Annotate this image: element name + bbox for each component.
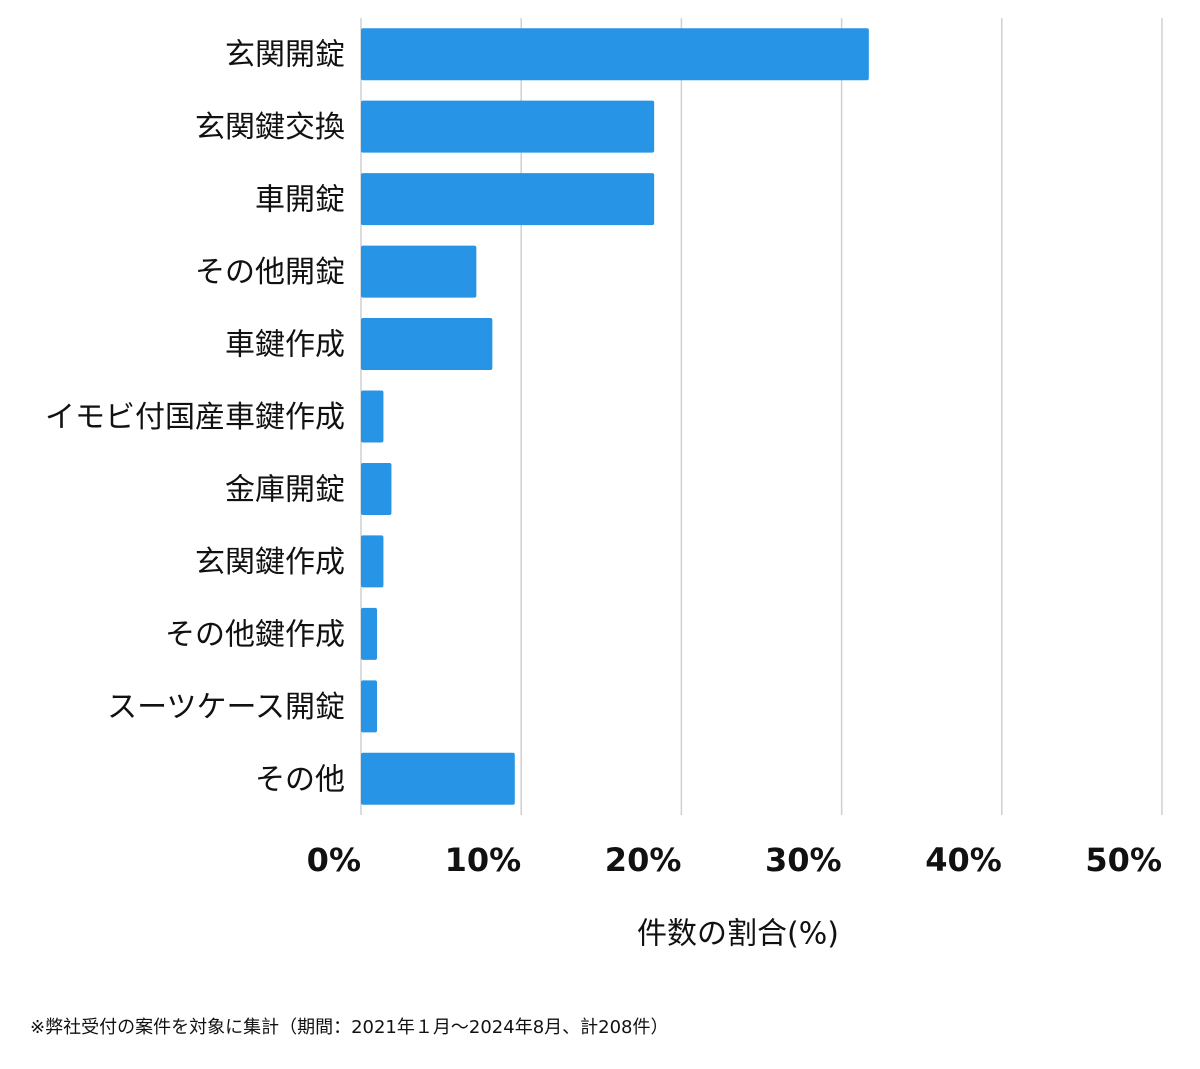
y-tick-label: イモビ付国産車鍵作成 (45, 400, 345, 435)
bar (361, 680, 378, 733)
y-tick-label: 車開錠 (255, 183, 345, 218)
y-tick-label: 玄関開錠 (225, 38, 345, 73)
bar (361, 318, 493, 371)
y-tick-label: 車鍵作成 (225, 328, 345, 363)
y-tick-label: 金庫開錠 (225, 472, 345, 507)
x-tick-label: 50% (1085, 841, 1162, 879)
y-tick-label: その他開錠 (195, 255, 345, 290)
bar (361, 607, 378, 660)
x-tick-label: 30% (765, 841, 842, 879)
x-tick-label: 0% (307, 841, 361, 879)
y-tick-label: スーツケース開錠 (107, 690, 345, 725)
x-axis-title: 件数の割合(%) (637, 917, 839, 952)
x-tick-label: 40% (925, 841, 1002, 879)
bar (361, 173, 655, 226)
bar (361, 100, 655, 153)
y-tick-label: その他鍵作成 (165, 617, 345, 652)
bar (361, 462, 392, 515)
y-tick-label: 玄関鍵交換 (195, 110, 345, 145)
footnote: ※弊社受付の案件を対象に集計（期間：2021年１月～2024年8月、計208件） (30, 1017, 669, 1038)
y-tick-label: その他 (255, 762, 345, 797)
bar (361, 535, 384, 588)
bar (361, 28, 869, 81)
bar (361, 752, 515, 805)
bar (361, 390, 384, 443)
bar (361, 245, 477, 298)
x-tick-label: 10% (445, 841, 522, 879)
x-tick-label: 20% (605, 841, 682, 879)
y-tick-label: 玄関鍵作成 (195, 545, 345, 580)
